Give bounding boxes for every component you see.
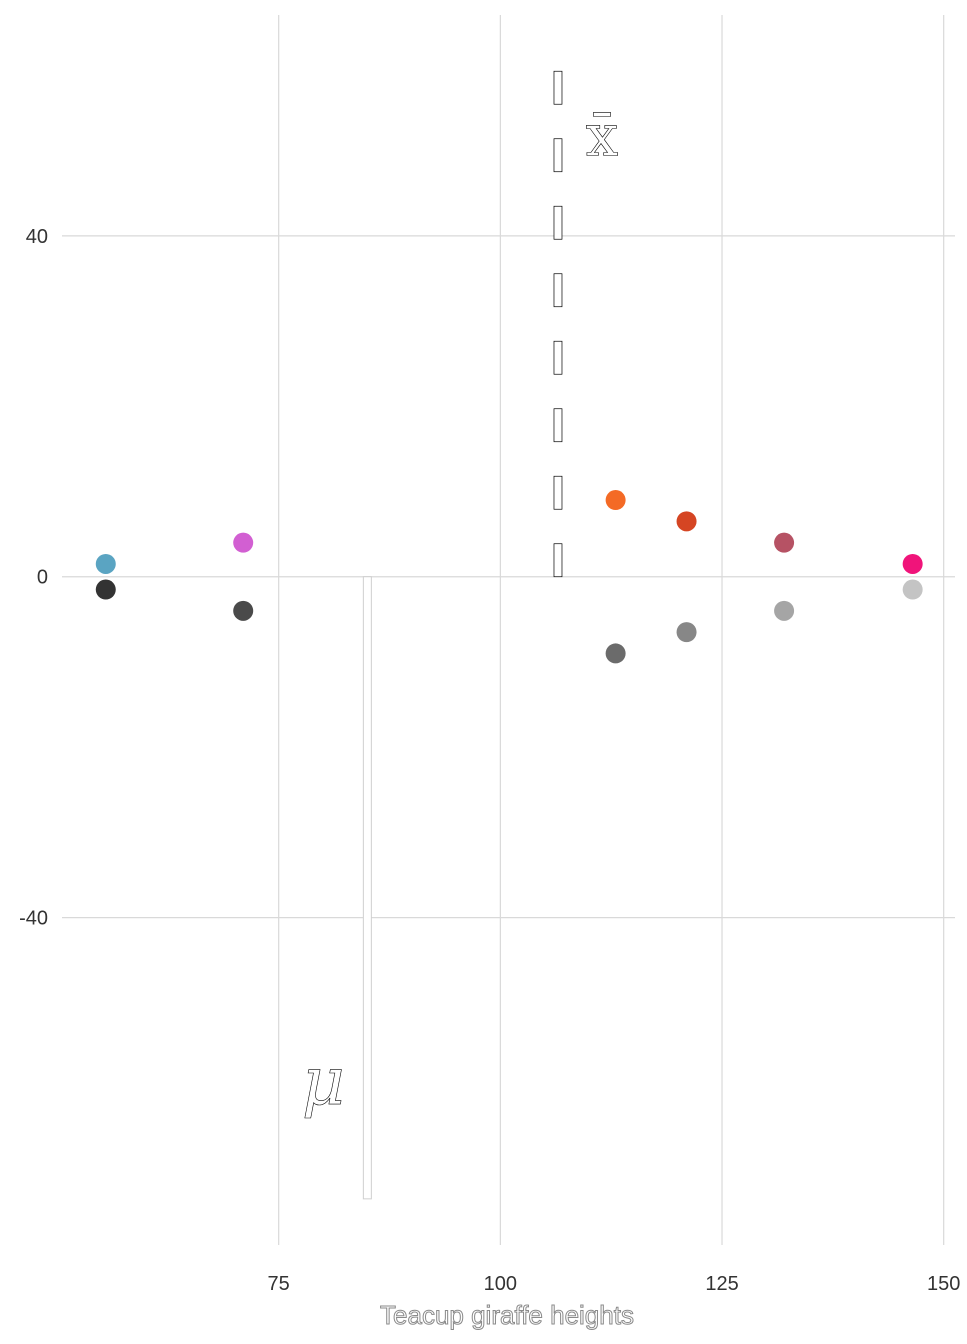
x-tick-label: 100 [484,1273,517,1295]
data-point [95,553,116,574]
x-tick-label: 150 [927,1273,960,1295]
population-mean-line [362,576,372,1200]
sample-mean-dash [553,138,563,173]
data-point [95,579,116,600]
sample-mean-dash [553,475,563,510]
x-bar-symbol: x̄ [586,101,619,169]
x-tick-label: 75 [268,1273,290,1295]
sample-mean-dash [553,273,563,308]
vertical-gridlines [278,15,945,1245]
sample-mean-dash [553,205,563,240]
data-point [902,579,923,600]
sample-mean-dash [553,543,563,578]
data-point [774,600,795,621]
x-tick-labels: 75 100 125 150 [268,1273,961,1295]
data-point [233,600,254,621]
data-points [95,490,923,664]
y-tick-label: 0 [37,567,48,589]
sample-mean-dash [553,70,563,105]
data-point [902,553,923,574]
sample-mean-dash [553,408,563,443]
horizontal-gridlines [62,235,955,919]
data-point [233,532,254,553]
y-tick-label: -40 [19,908,48,930]
sample-mean-dash [553,340,563,375]
data-point [774,532,795,553]
y-tick-labels: 40 0 -40 [19,226,48,930]
x-axis-title: Teacup giraffe heights [380,1300,634,1330]
data-point [605,643,626,664]
x-tick-label: 125 [705,1273,738,1295]
mu-symbol: μ [302,1043,345,1120]
data-point [605,490,626,511]
reference-lines: μ x̄ [302,70,619,1200]
data-point [676,511,697,532]
y-tick-label: 40 [26,226,48,248]
data-point [676,622,697,643]
